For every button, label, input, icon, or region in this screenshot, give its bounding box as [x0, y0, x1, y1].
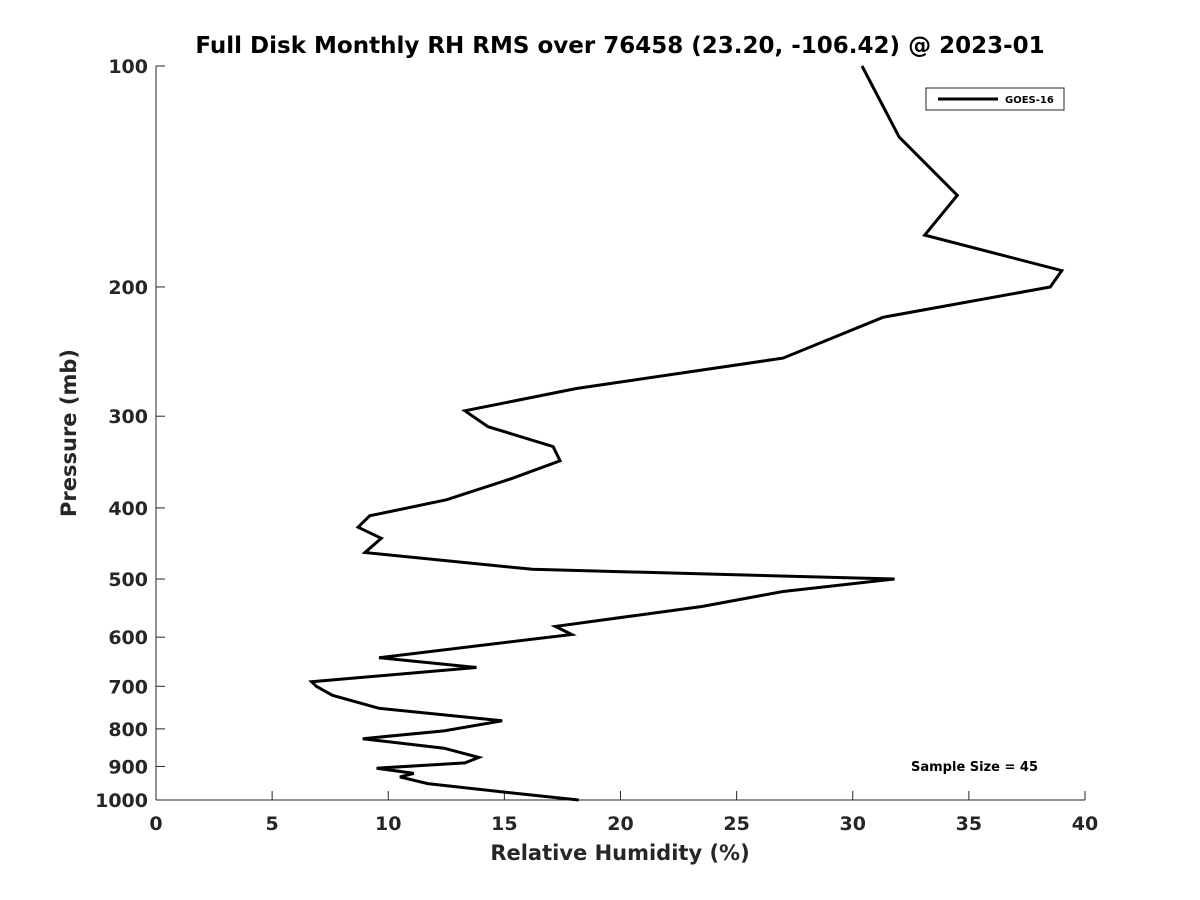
- x-ticks: 0 5 10 15 20 25 30 35 40: [149, 791, 1098, 835]
- plot-frame: [155, 66, 1085, 801]
- y-tick-label: 600: [108, 627, 148, 649]
- y-tick-label: 100: [108, 56, 148, 78]
- x-tick-label: 15: [491, 813, 517, 835]
- x-tick-label: 20: [607, 813, 633, 835]
- x-tick-label: 30: [840, 813, 866, 835]
- x-tick-label: 35: [956, 813, 982, 835]
- chart-title: Full Disk Monthly RH RMS over 76458 (23.…: [195, 33, 1044, 59]
- y-tick-label: 200: [108, 277, 148, 299]
- legend: GOES-16: [925, 87, 1065, 111]
- x-tick-label: 10: [375, 813, 401, 835]
- x-axis-label: Relative Humidity (%): [490, 841, 749, 865]
- x-tick-label: 0: [149, 813, 162, 835]
- series-group: [308, 65, 1065, 802]
- y-tick-label: 900: [108, 756, 148, 778]
- sample-size-annotation: Sample Size = 45: [911, 760, 1038, 775]
- y-tick-label: 400: [108, 498, 148, 520]
- x-tick-label: 40: [1072, 813, 1098, 835]
- y-ticks: 100 200 300 400 500 600 700 800 900 1000: [95, 56, 165, 812]
- y-tick-label: 300: [108, 406, 148, 428]
- legend-label-goes-16: GOES-16: [1005, 95, 1054, 106]
- y-tick-label: 800: [108, 719, 148, 741]
- x-tick-label: 25: [723, 813, 749, 835]
- y-tick-label: 1000: [95, 790, 148, 812]
- y-tick-label: 500: [108, 569, 148, 591]
- y-axis-label: Pressure (mb): [57, 349, 81, 517]
- x-tick-label: 5: [266, 813, 279, 835]
- series-line-goes-16: [308, 65, 1065, 802]
- y-tick-label: 700: [108, 676, 148, 698]
